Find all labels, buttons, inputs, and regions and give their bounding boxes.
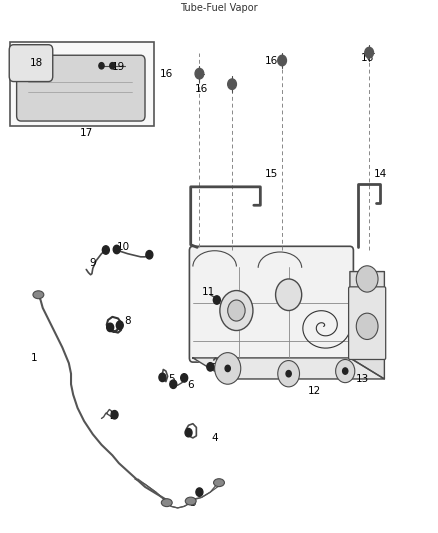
Text: Tube-Fuel Vapor: Tube-Fuel Vapor xyxy=(180,3,258,13)
Text: 10: 10 xyxy=(117,243,130,252)
Text: 18: 18 xyxy=(30,58,43,68)
Circle shape xyxy=(196,488,203,496)
Bar xyxy=(10,42,154,126)
Circle shape xyxy=(356,266,378,292)
Text: 15: 15 xyxy=(265,168,278,179)
Circle shape xyxy=(228,79,237,90)
Text: 16: 16 xyxy=(265,55,278,66)
Text: 6: 6 xyxy=(187,380,194,390)
Circle shape xyxy=(278,55,286,66)
Circle shape xyxy=(185,429,192,437)
Circle shape xyxy=(170,380,177,389)
Circle shape xyxy=(99,62,104,69)
Ellipse shape xyxy=(161,499,172,506)
Circle shape xyxy=(102,246,110,254)
Text: 19: 19 xyxy=(112,62,126,72)
Circle shape xyxy=(343,368,348,374)
Text: 4: 4 xyxy=(212,433,218,443)
Circle shape xyxy=(356,313,378,340)
Text: 16: 16 xyxy=(160,69,173,79)
FancyBboxPatch shape xyxy=(9,45,53,82)
Ellipse shape xyxy=(185,497,196,505)
Circle shape xyxy=(220,290,253,330)
Circle shape xyxy=(225,365,230,372)
Circle shape xyxy=(336,359,355,383)
Circle shape xyxy=(213,296,220,304)
FancyBboxPatch shape xyxy=(349,287,386,359)
Circle shape xyxy=(107,323,114,332)
Circle shape xyxy=(113,245,120,254)
FancyBboxPatch shape xyxy=(189,246,353,362)
Text: 16: 16 xyxy=(360,53,374,63)
Circle shape xyxy=(195,68,204,79)
Text: 5: 5 xyxy=(168,374,174,384)
Text: 17: 17 xyxy=(80,127,93,138)
Circle shape xyxy=(207,362,214,371)
Circle shape xyxy=(228,300,245,321)
Ellipse shape xyxy=(33,291,44,298)
Text: 13: 13 xyxy=(356,374,369,384)
Text: 8: 8 xyxy=(124,316,131,326)
Circle shape xyxy=(110,62,115,69)
Text: 9: 9 xyxy=(89,258,96,268)
Circle shape xyxy=(181,374,187,382)
Circle shape xyxy=(365,47,374,58)
Circle shape xyxy=(111,410,118,419)
Circle shape xyxy=(278,360,300,387)
Text: 7: 7 xyxy=(212,364,218,374)
Text: 2: 2 xyxy=(109,411,116,421)
Text: 16: 16 xyxy=(195,84,208,94)
Circle shape xyxy=(286,370,291,377)
Text: 1: 1 xyxy=(31,353,37,363)
Text: 14: 14 xyxy=(374,168,387,179)
Circle shape xyxy=(276,279,302,311)
Circle shape xyxy=(215,353,241,384)
Circle shape xyxy=(146,251,153,259)
Text: 3: 3 xyxy=(190,498,196,507)
FancyBboxPatch shape xyxy=(17,55,145,121)
Polygon shape xyxy=(193,358,385,379)
Circle shape xyxy=(159,373,166,382)
Ellipse shape xyxy=(214,479,224,487)
Text: 12: 12 xyxy=(308,385,321,395)
Circle shape xyxy=(116,321,123,329)
Text: 11: 11 xyxy=(201,287,215,297)
Polygon shape xyxy=(350,272,385,379)
